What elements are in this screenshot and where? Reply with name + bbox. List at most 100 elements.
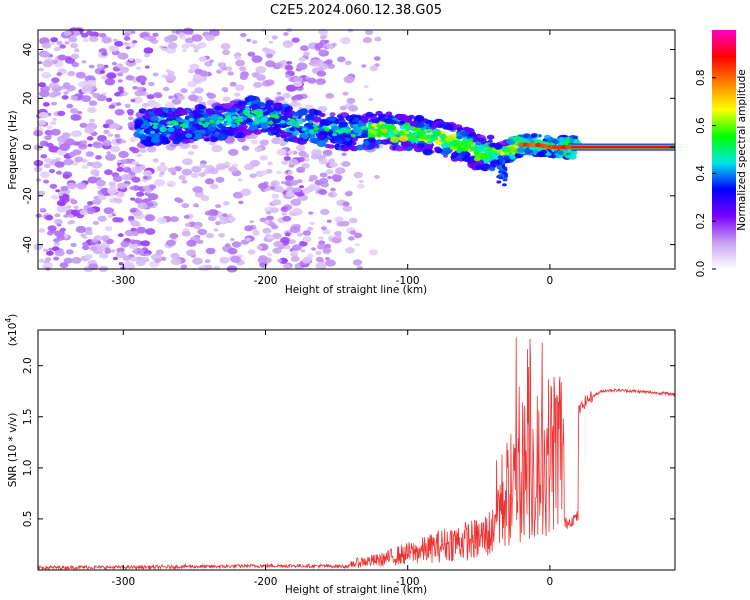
spectral-amplitude-cell <box>497 174 502 178</box>
spectral-amplitude-cell <box>318 189 328 196</box>
spectral-amplitude-cell <box>267 252 273 257</box>
spectral-amplitude-cell <box>302 187 312 194</box>
spectral-amplitude-cell <box>129 242 139 249</box>
spectral-amplitude-cell <box>268 121 274 125</box>
spectral-amplitude-cell <box>51 77 60 83</box>
spectral-amplitude-cell <box>157 217 167 224</box>
spectral-amplitude-cell <box>259 139 269 146</box>
spectral-amplitude-cell <box>239 66 247 72</box>
spectral-amplitude-cell <box>235 59 246 67</box>
spectral-amplitude-cell <box>60 185 69 192</box>
spectral-amplitude-cell <box>249 220 254 224</box>
spectral-amplitude-cell <box>284 43 292 49</box>
spectral-amplitude-cell <box>502 183 507 187</box>
spectral-amplitude-cell <box>319 177 329 185</box>
spectral-amplitude-cell <box>450 145 457 151</box>
spectral-amplitude-cell <box>367 137 376 143</box>
spectral-amplitude-cell <box>131 209 137 213</box>
spectral-amplitude-cell <box>400 131 406 136</box>
x-tick-label: -200 <box>254 576 278 588</box>
spectral-amplitude-cell <box>276 91 282 95</box>
spectral-amplitude-cell <box>280 236 290 244</box>
spectral-amplitude-cell <box>420 135 426 140</box>
spectral-amplitude-cell <box>132 86 138 90</box>
spectral-amplitude-cell <box>192 186 203 194</box>
spectral-amplitude-cell <box>288 239 296 245</box>
spectral-amplitude-cell <box>85 254 93 260</box>
spectral-amplitude-cell <box>117 52 129 60</box>
spectral-amplitude-cell <box>324 244 331 249</box>
spectral-amplitude-cell <box>327 192 335 197</box>
spectral-amplitude-cell <box>132 96 143 104</box>
spectral-amplitude-cell <box>204 34 215 42</box>
spectral-amplitude-cell <box>188 94 199 102</box>
spectral-amplitude-cell <box>46 250 54 256</box>
spectral-amplitude-cell <box>457 147 465 152</box>
y-tick-label: -20 <box>22 187 34 204</box>
spectral-amplitude-cell <box>514 153 522 158</box>
spectral-amplitude-cell <box>324 257 330 261</box>
spectral-amplitude-cell <box>274 102 283 109</box>
spectral-amplitude-cell <box>291 208 303 216</box>
spectral-amplitude-cell <box>307 226 314 231</box>
spectral-amplitude-cell <box>171 171 177 176</box>
spectral-amplitude-cell <box>349 217 358 224</box>
spectral-amplitude-cell <box>64 138 75 146</box>
spectral-amplitude-cell <box>99 70 106 74</box>
spectral-amplitude-cell <box>317 134 326 141</box>
spectral-amplitude-cell <box>255 74 267 81</box>
spectral-amplitude-cell <box>179 142 189 149</box>
spectral-amplitude-cell <box>273 240 284 248</box>
spectral-amplitude-cell <box>193 224 201 230</box>
spectral-amplitude-cell <box>84 126 95 134</box>
spectral-amplitude-cell <box>79 122 88 128</box>
spectral-amplitude-cell <box>170 258 182 266</box>
spectral-amplitude-cell <box>325 93 335 99</box>
spectral-amplitude-cell <box>56 41 63 46</box>
spectral-amplitude-cell <box>222 213 228 217</box>
spectral-amplitude-cell <box>247 51 256 57</box>
spectral-amplitude-cell <box>266 106 272 110</box>
spectral-amplitude-cell <box>242 116 248 120</box>
spectral-amplitude-cell <box>50 41 55 45</box>
spectral-amplitude-cell <box>164 35 175 43</box>
spectral-amplitude-cell <box>303 158 310 162</box>
spectral-amplitude-cell <box>338 121 348 128</box>
spectral-amplitude-cell <box>182 158 193 166</box>
spectral-amplitude-cell <box>91 238 98 243</box>
spectral-amplitude-cell <box>165 74 177 82</box>
spectral-amplitude-cell <box>38 67 45 72</box>
spectral-amplitude-cell <box>197 42 207 49</box>
spectral-amplitude-cell <box>118 233 124 238</box>
spectral-amplitude-cell <box>260 170 268 176</box>
spectral-amplitude-cell <box>302 230 312 236</box>
spectral-amplitude-cell <box>147 193 159 201</box>
spectral-amplitude-cell <box>191 165 202 173</box>
spectral-amplitude-cell <box>176 198 184 204</box>
spectral-amplitude-cell <box>104 78 116 86</box>
spectral-amplitude-cell <box>164 102 176 109</box>
spectral-amplitude-cell <box>120 240 130 248</box>
spectral-amplitude-cell <box>71 257 82 264</box>
spectral-amplitude-cell <box>438 134 445 138</box>
spectral-amplitude-cell <box>479 153 490 160</box>
spectral-amplitude-cell <box>283 138 290 142</box>
spectral-amplitude-cell <box>275 62 283 68</box>
spectral-amplitude-cell <box>317 243 326 250</box>
spectral-amplitude-cell <box>56 170 62 175</box>
spectral-amplitude-cell <box>341 220 350 227</box>
spectral-amplitude-cell <box>565 154 572 159</box>
spectral-amplitude-cell <box>38 228 46 233</box>
spectral-amplitude-cell <box>188 69 194 74</box>
spectral-amplitude-cell <box>303 51 310 56</box>
spectral-amplitude-cell <box>301 162 310 169</box>
spectral-amplitude-cell <box>71 61 80 68</box>
spectral-amplitude-cell <box>87 107 97 113</box>
spectral-amplitude-cell <box>85 151 95 157</box>
spectral-amplitude-cell <box>477 137 485 142</box>
spectral-amplitude-cell <box>222 96 231 102</box>
spectral-amplitude-cell <box>570 150 578 156</box>
spectral-amplitude-cell <box>225 115 232 119</box>
spectral-amplitude-cell <box>284 232 291 237</box>
